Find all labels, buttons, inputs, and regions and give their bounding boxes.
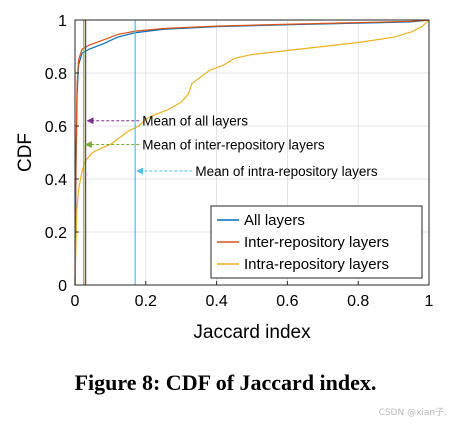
- y-tick-label: 0.6: [45, 119, 67, 136]
- annotation-label: Mean of intra-repository layers: [195, 164, 378, 179]
- watermark: CSDN @xian子.: [378, 408, 447, 418]
- cdf-chart: Mean of all layers Mean of inter-reposito…: [15, 13, 434, 343]
- y-tick-label: 0.8: [45, 66, 67, 83]
- figure-caption: Figure 8: CDF of Jaccard index.: [74, 370, 377, 395]
- legend-label-1: Inter-repository layers: [244, 234, 389, 251]
- series-line-1: [74, 19, 430, 286]
- y-axis-label: CDF: [15, 133, 36, 172]
- legend-label-0: All layers: [244, 212, 305, 229]
- annotation-label: Mean of all layers: [142, 114, 248, 129]
- x-axis-label: Jaccard index: [193, 322, 311, 343]
- x-tick-label: 0.8: [347, 293, 369, 310]
- x-tick-label: 0.2: [135, 293, 157, 310]
- x-tick-label: 1: [425, 293, 434, 310]
- legend-box: [210, 205, 423, 279]
- x-tick-label: 0: [71, 293, 80, 310]
- x-tick-label: 0.6: [276, 293, 298, 310]
- y-tick-label: 0.4: [45, 172, 67, 189]
- axes-frame: [74, 19, 430, 286]
- annotation-label: Mean of inter-repository layers: [142, 138, 325, 153]
- series-line-2: [74, 19, 430, 286]
- y-tick-label: 1: [58, 13, 67, 30]
- legend-label-2: Intra-repository layers: [244, 256, 389, 273]
- y-tick-label: 0.2: [45, 225, 67, 242]
- x-tick-label: 0.4: [205, 293, 227, 310]
- y-tick-label: 0: [58, 278, 67, 295]
